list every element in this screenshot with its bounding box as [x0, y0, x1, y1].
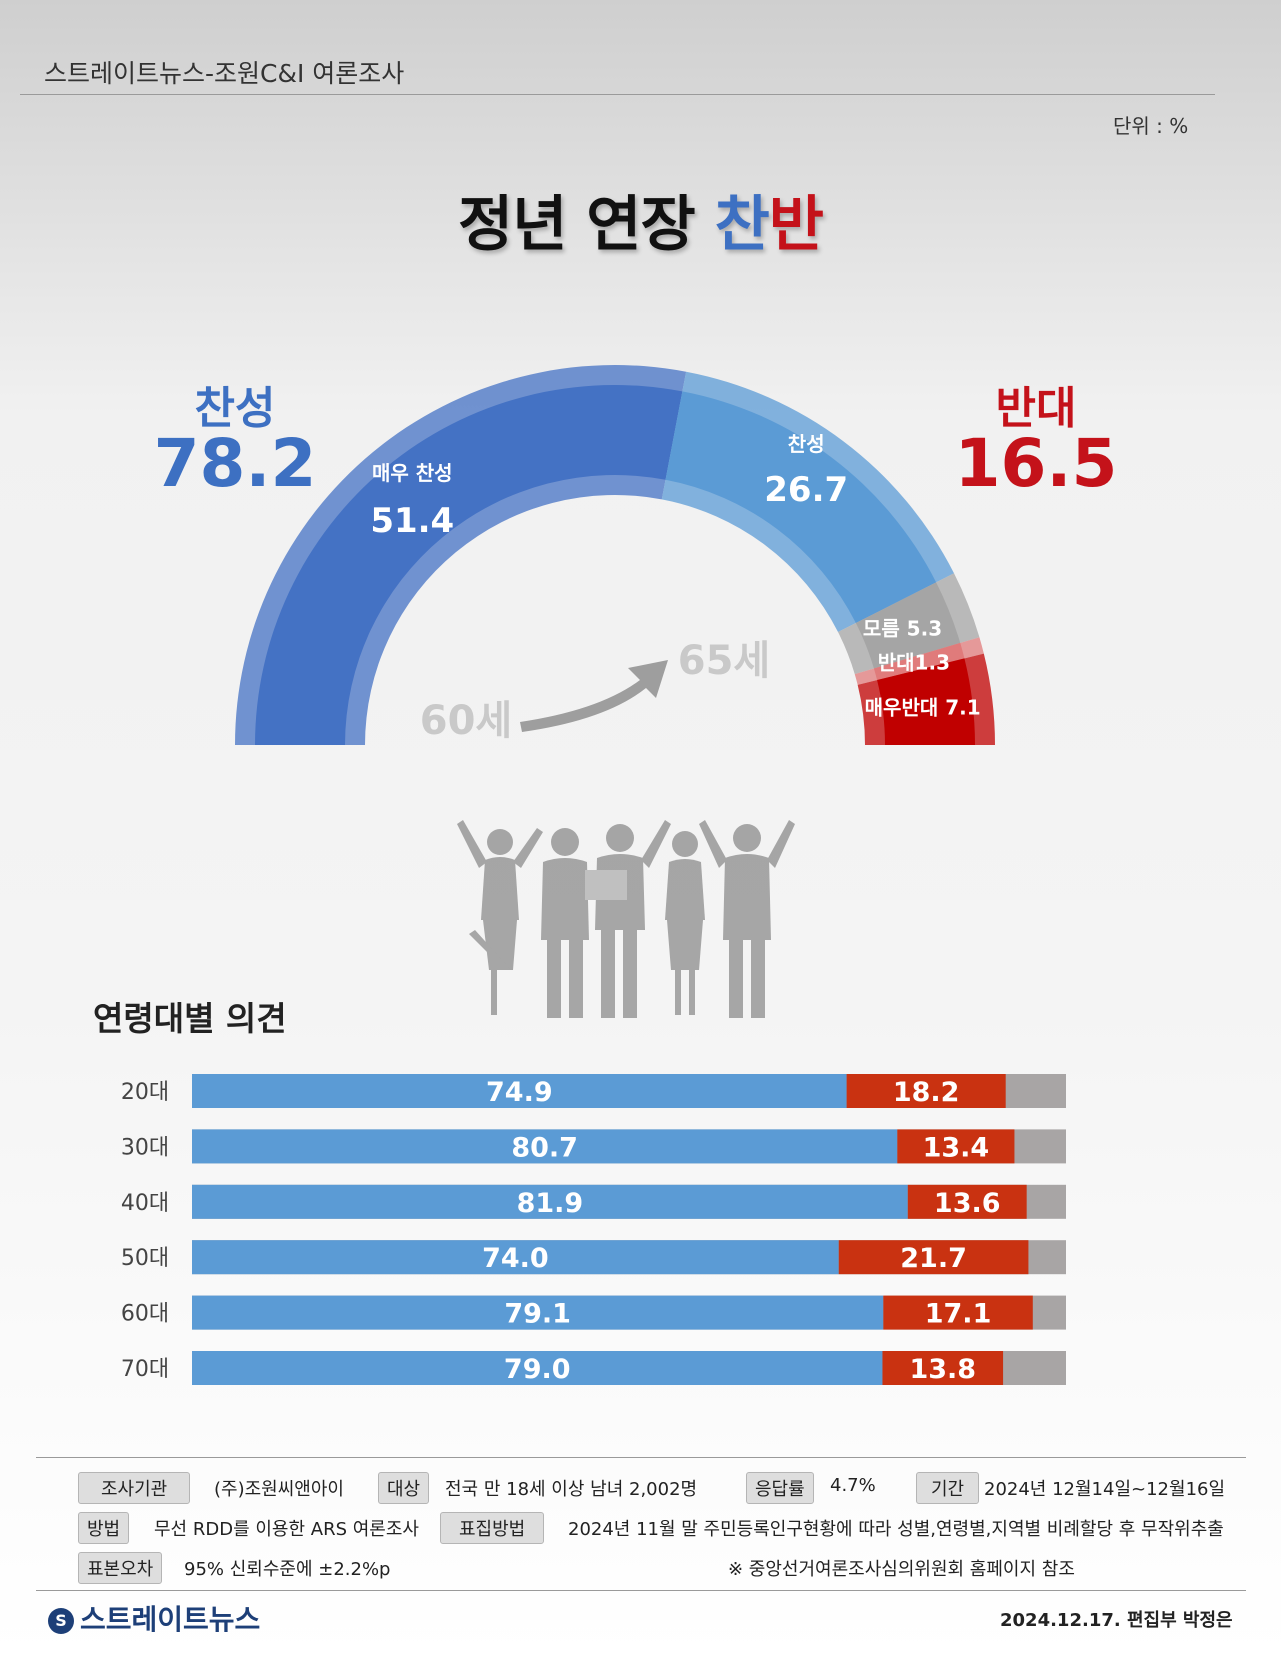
page-title: 정년 연장 찬반	[0, 176, 1281, 263]
info-top-divider	[36, 1457, 1246, 1458]
age-group-bar-chart: 20대 74.9 18.2 30대 80.7 13.4 40대 81.9 13.6 50대 74.0…	[121, 1074, 1066, 1385]
age-from-label: 60세	[420, 698, 512, 744]
method-value: 무선 RDD를 이용한 ARS 여론조사	[154, 1519, 419, 1540]
gauge-slice-1	[255, 384, 683, 745]
bar-category-label: 60대	[121, 1302, 169, 1327]
oppose-total-label: 반대	[995, 383, 1077, 434]
slice-label-approve: 찬성	[788, 432, 825, 456]
bar-approve-value: 79.1	[504, 1299, 571, 1330]
bar-oppose	[907, 1184, 1027, 1219]
slice-value-approve: 26.7	[764, 470, 848, 510]
bar-approve-value: 79.0	[504, 1354, 571, 1385]
age-to-label: 65세	[678, 638, 770, 684]
approve-total-label: 찬성	[194, 383, 276, 434]
header-divider	[20, 94, 1215, 95]
bar-oppose-value: 13.8	[909, 1354, 976, 1385]
bar-oppose-value: 13.6	[934, 1188, 1001, 1219]
target-value: 전국 만 18세 이상 남녀 2,002명	[445, 1479, 698, 1500]
unit-label: 단위 : %	[1113, 114, 1189, 138]
period-value: 2024년 12월14일~12월16일	[984, 1479, 1226, 1500]
agency-tag: 조사기관	[78, 1472, 191, 1504]
slice-label-very-oppose: 매우반대 7.1	[865, 695, 981, 719]
slice-label-unknown: 모름 5.3	[863, 617, 942, 641]
slice-value-very-approve: 51.4	[370, 501, 454, 541]
agency-value: (주)조원씨앤아이	[214, 1479, 344, 1500]
bar-approve-value: 80.7	[511, 1132, 578, 1163]
gauge-slice-3	[855, 582, 961, 669]
bar-category-label: 40대	[121, 1191, 169, 1216]
bar-category-label: 70대	[121, 1357, 169, 1382]
people-cheering-illustration	[457, 820, 795, 1018]
title-oppose-part: 반	[768, 190, 824, 260]
bar-category-label: 30대	[121, 1135, 169, 1160]
bar-oppose	[846, 1074, 1006, 1108]
bar-approve	[192, 1295, 884, 1330]
arrow-icon	[520, 660, 668, 732]
oppose-total-value: 16.5	[954, 425, 1118, 502]
credit-text: 2024.12.17. 편집부 박정은	[1000, 1610, 1233, 1631]
gauge-slice-4	[873, 642, 965, 681]
bar-oppose	[838, 1240, 1029, 1275]
title-approve-part: 찬	[714, 190, 770, 260]
gauge-slice-5	[877, 658, 975, 745]
bar-approve	[192, 1074, 847, 1108]
footer-divider	[36, 1590, 1246, 1591]
response-rate-tag: 응답률	[746, 1472, 814, 1504]
target-tag: 대상	[378, 1472, 430, 1504]
error-value: 95% 신뢰수준에 ±2.2%p	[184, 1559, 391, 1580]
header-source: 스트레이트뉴스-조원C&I 여론조사	[44, 59, 405, 88]
error-tag: 표본오차	[78, 1552, 163, 1584]
age-group-title: 연령대별 의견	[93, 999, 287, 1038]
bar-oppose	[882, 1351, 1004, 1385]
bar-approve	[192, 1351, 883, 1385]
bar-oppose	[897, 1129, 1015, 1164]
period-tag: 기간	[916, 1472, 980, 1504]
bar-approve-value: 74.0	[482, 1243, 549, 1274]
opinion-gauge-chart: 매우 찬성 51.4 찬성 26.7 모름 5.3 반대1.3 매우반대 7.1 60세 65세	[235, 365, 995, 745]
response-rate-value: 4.7%	[830, 1475, 876, 1496]
bar-oppose-value: 21.7	[900, 1243, 967, 1274]
bar-approve	[192, 1184, 908, 1219]
logo-icon: S	[48, 1608, 74, 1634]
note-text: ※ 중앙선거여론조사심의위원회 홈페이지 참조	[728, 1559, 1075, 1580]
bar-approve-value: 74.9	[486, 1077, 553, 1108]
bar-approve	[192, 1129, 898, 1164]
sampling-value: 2024년 11월 말 주민등록인구현황에 따라 성별,연령별,지역별 비례할당…	[568, 1519, 1224, 1540]
bar-category-label: 20대	[121, 1080, 169, 1105]
bar-oppose	[883, 1295, 1033, 1330]
bar-approve	[192, 1240, 839, 1275]
bar-oppose-value: 18.2	[893, 1077, 960, 1108]
slice-label-very-approve: 매우 찬성	[372, 461, 453, 485]
title-prefix: 정년 연장	[458, 190, 715, 260]
bar-category-label: 50대	[121, 1246, 169, 1271]
gauge-slice-2	[665, 391, 937, 623]
brand-logo: S 스트레이트뉴스	[48, 1598, 260, 1638]
method-tag: 방법	[78, 1512, 130, 1544]
bar-oppose-value: 17.1	[925, 1299, 992, 1330]
slice-label-oppose: 반대1.3	[878, 651, 950, 675]
approve-total-value: 78.2	[153, 425, 317, 502]
sampling-tag: 표집방법	[440, 1512, 545, 1544]
logo-text: 스트레이트뉴스	[80, 1603, 261, 1636]
bar-oppose-value: 13.4	[923, 1132, 990, 1163]
bar-approve-value: 81.9	[517, 1188, 584, 1219]
